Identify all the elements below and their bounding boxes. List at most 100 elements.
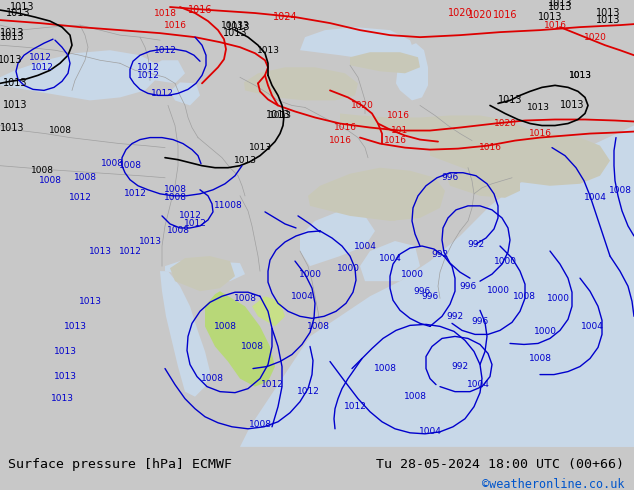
Text: 1008: 1008 (529, 354, 552, 363)
Text: 1013: 1013 (257, 46, 280, 55)
Text: Tu 28-05-2024 18:00 UTC (00+66): Tu 28-05-2024 18:00 UTC (00+66) (377, 458, 624, 470)
Text: 992: 992 (446, 312, 463, 321)
Text: 1012: 1012 (261, 380, 283, 389)
Text: 1020: 1020 (351, 101, 373, 110)
Text: 1013: 1013 (538, 12, 562, 22)
Polygon shape (0, 50, 158, 100)
Text: 1004: 1004 (581, 322, 604, 331)
Text: 1000: 1000 (337, 264, 359, 272)
Text: 1013: 1013 (138, 237, 162, 245)
Text: 1013: 1013 (3, 78, 27, 88)
Text: 1000: 1000 (486, 286, 510, 294)
Text: 1012: 1012 (124, 189, 146, 198)
Text: 1013: 1013 (233, 156, 257, 165)
Text: 1012: 1012 (344, 402, 366, 411)
Polygon shape (396, 43, 428, 100)
Polygon shape (360, 241, 420, 281)
Text: 1016: 1016 (333, 123, 356, 132)
Text: 996: 996 (441, 173, 458, 182)
Text: 1013: 1013 (0, 32, 24, 42)
Text: 1012: 1012 (136, 71, 159, 80)
Text: 1013: 1013 (269, 111, 292, 120)
Text: 1016: 1016 (384, 136, 406, 145)
Polygon shape (340, 114, 530, 150)
Text: 1013: 1013 (498, 96, 522, 105)
Text: 1020: 1020 (493, 119, 517, 128)
Text: 1016: 1016 (529, 129, 552, 138)
Text: 1000: 1000 (493, 257, 517, 266)
Text: 1016: 1016 (328, 136, 351, 145)
Text: 1020: 1020 (448, 8, 472, 18)
Text: 1004: 1004 (583, 194, 607, 202)
Polygon shape (350, 52, 420, 74)
Text: 1013: 1013 (569, 71, 592, 80)
Text: 1008: 1008 (101, 159, 124, 168)
Text: 996: 996 (471, 317, 489, 326)
Polygon shape (540, 326, 634, 447)
Text: 1012: 1012 (179, 211, 202, 220)
Polygon shape (205, 291, 275, 387)
Text: 1016: 1016 (164, 21, 186, 29)
Text: 1008: 1008 (306, 322, 330, 331)
Text: 1004: 1004 (418, 427, 441, 436)
Text: 1013: 1013 (79, 297, 101, 306)
Text: 1013: 1013 (53, 347, 77, 356)
Text: 1016: 1016 (543, 21, 567, 29)
Text: 1013: 1013 (0, 122, 24, 132)
Text: 1008: 1008 (119, 161, 141, 170)
Text: 1016: 1016 (188, 5, 212, 15)
Text: 1008: 1008 (164, 194, 186, 202)
Text: 1008: 1008 (249, 420, 271, 429)
Polygon shape (448, 168, 520, 198)
Text: 1013: 1013 (226, 22, 250, 32)
Text: 1016: 1016 (387, 111, 410, 120)
Text: 1013: 1013 (0, 28, 24, 38)
Polygon shape (430, 125, 610, 186)
Text: 1012: 1012 (150, 89, 174, 98)
Text: 1000: 1000 (547, 294, 569, 303)
Polygon shape (300, 27, 415, 60)
Text: 1020: 1020 (468, 10, 493, 20)
Text: 1004: 1004 (354, 242, 377, 250)
Text: 1008: 1008 (233, 294, 257, 303)
Text: 1000: 1000 (533, 327, 557, 336)
Polygon shape (240, 125, 634, 447)
Text: 1008: 1008 (30, 166, 53, 175)
Text: 1004: 1004 (467, 380, 489, 389)
Text: 1013: 1013 (569, 71, 592, 80)
Text: 1008: 1008 (240, 342, 264, 351)
Text: 1016: 1016 (493, 10, 517, 20)
Text: 1013: 1013 (6, 8, 30, 18)
Text: 992: 992 (451, 362, 469, 371)
Text: 1016: 1016 (479, 143, 501, 152)
Text: 1000: 1000 (299, 270, 321, 279)
Polygon shape (300, 211, 375, 266)
Text: 1004: 1004 (290, 292, 313, 301)
Text: 1008: 1008 (403, 392, 427, 401)
Polygon shape (170, 82, 200, 105)
Text: 996: 996 (422, 292, 439, 301)
Polygon shape (165, 261, 245, 281)
Text: 1008: 1008 (512, 292, 536, 301)
Polygon shape (252, 296, 285, 326)
Text: 1012: 1012 (297, 387, 320, 396)
Polygon shape (308, 168, 445, 221)
Polygon shape (244, 67, 358, 100)
Text: 1012: 1012 (136, 63, 159, 72)
Text: 1012: 1012 (184, 220, 207, 228)
Text: 1012: 1012 (30, 63, 53, 72)
Text: 992: 992 (432, 249, 449, 259)
Text: 1013: 1013 (63, 322, 86, 331)
Text: 1004: 1004 (378, 254, 401, 263)
Text: 1008: 1008 (48, 126, 72, 135)
Text: 1013: 1013 (249, 143, 271, 152)
Text: 1008: 1008 (214, 322, 236, 331)
Text: 1013: 1013 (89, 246, 112, 256)
Text: 10133: 10133 (221, 21, 249, 29)
Text: 1018: 1018 (153, 8, 176, 18)
Text: 1013: 1013 (223, 28, 247, 38)
Polygon shape (348, 188, 405, 221)
Text: 1013: 1013 (548, 0, 573, 8)
Text: 101: 101 (391, 126, 409, 135)
Text: 1013: 1013 (560, 100, 585, 110)
